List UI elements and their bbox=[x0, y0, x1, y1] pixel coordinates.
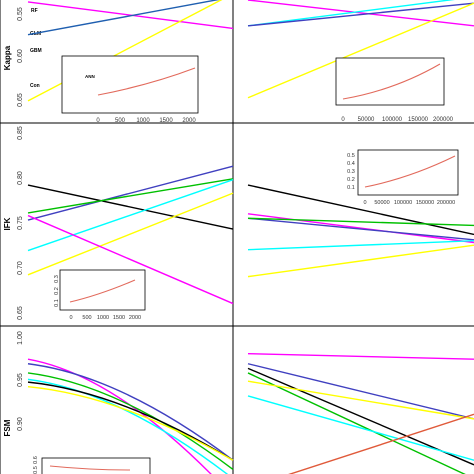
panel3-inset-ytick: 0.2 bbox=[54, 287, 60, 295]
panel2-inset-xtick: 100000 bbox=[382, 117, 403, 123]
panel2-series-line-1 bbox=[247, 0, 474, 27]
panel3-inset-xtick: 2000 bbox=[129, 315, 141, 321]
panel2-inset-xtick: 50000 bbox=[358, 117, 375, 123]
panel3-series-line-2 bbox=[27, 165, 234, 221]
panel6-series-line-3 bbox=[247, 367, 474, 466]
panel3-inset-ytick: 0.1 bbox=[54, 299, 60, 307]
panel3-inset-xtick: 500 bbox=[82, 315, 91, 321]
panel5-ytick-label: 0.90 bbox=[17, 417, 24, 431]
panel3-series-line-4 bbox=[27, 179, 234, 252]
panel2-series-line-2 bbox=[247, 0, 455, 27]
panel4-inset-ytick: 0.4 bbox=[347, 161, 355, 167]
panel3-inset-xtick: 1000 bbox=[97, 315, 109, 321]
panel3-series-line-5 bbox=[27, 192, 234, 276]
panel3-ytick-label: 0.70 bbox=[17, 261, 24, 275]
panel2-inset-frame bbox=[335, 57, 445, 106]
panel3-ytick-label: 0.80 bbox=[17, 171, 24, 185]
panel1-ytick-label: 0.55 bbox=[17, 7, 24, 21]
panel4-series-line-5 bbox=[247, 240, 474, 251]
panel1-ylabel: Kappa bbox=[3, 45, 12, 70]
panel4-series-line-3 bbox=[247, 217, 474, 241]
panel6-series-line-5 bbox=[247, 380, 474, 420]
series-label-rf: RF bbox=[31, 8, 38, 14]
panel3-ylabel: IFK bbox=[3, 217, 12, 230]
panel1-inset-xtick: 2000 bbox=[182, 118, 196, 124]
panel5-inset-ytick: 0.6 bbox=[33, 456, 39, 464]
panel4-inset-frame bbox=[357, 149, 459, 196]
panel4-inset-xtick: 0 bbox=[363, 200, 366, 206]
panel5-series-line-1 bbox=[27, 358, 212, 474]
panel1-ytick-label: 0.65 bbox=[17, 93, 24, 107]
panel5-ylabel: FSM bbox=[3, 419, 12, 436]
panel1-inset-xtick: 0 bbox=[96, 118, 100, 124]
panel4-inset-ytick: 0.1 bbox=[347, 185, 355, 191]
panel4-inset-ytick: 0.3 bbox=[347, 169, 355, 175]
panel4-series-line-1 bbox=[247, 184, 474, 236]
panel6-series-line-1 bbox=[247, 352, 474, 360]
panel4-series-line-4 bbox=[247, 217, 474, 227]
series-label-con: Con bbox=[30, 83, 40, 89]
panel6-series-line-2 bbox=[247, 363, 474, 420]
panel3-inset-ytick: 0.3 bbox=[54, 275, 60, 283]
series-layer bbox=[27, 0, 474, 474]
panel4-inset-curve bbox=[364, 155, 456, 188]
panel3-ytick-label: 0.75 bbox=[17, 216, 24, 230]
panel5-series-line-6 bbox=[27, 386, 234, 461]
panel2-inset-xtick: 0 bbox=[341, 117, 345, 123]
panel4-series-line-6 bbox=[247, 244, 474, 278]
panel3-series-line-6 bbox=[27, 214, 234, 305]
panel3-inset-frame bbox=[59, 269, 146, 311]
panel4-series-line-2 bbox=[247, 213, 474, 244]
panel3-series-line-1 bbox=[27, 184, 234, 230]
panel2-series-line-3 bbox=[247, 2, 474, 27]
panel6-series-line-6 bbox=[247, 395, 474, 461]
panel2-inset-curve bbox=[342, 63, 441, 100]
panel5-series-line-5 bbox=[27, 381, 234, 461]
panel3-ytick-label: 0.85 bbox=[17, 126, 24, 140]
panel6-series-line-7 bbox=[288, 413, 474, 474]
panel1-inset-xtick: 1500 bbox=[159, 118, 173, 124]
panel3-inset-xtick: 0 bbox=[69, 315, 72, 321]
panel1-inset-xtick: 500 bbox=[115, 118, 126, 124]
panel1-inset-frame bbox=[61, 55, 199, 114]
panel5-series-line-3 bbox=[27, 372, 234, 470]
panel5-inset-frame bbox=[41, 457, 151, 474]
panel3-inset-xtick: 1500 bbox=[113, 315, 125, 321]
panel4-inset-xtick: 50000 bbox=[374, 200, 389, 206]
panel4-inset-xtick: 100000 bbox=[394, 200, 412, 206]
panel1-series-line-2 bbox=[27, 0, 220, 36]
panel4-inset-ytick: 0.2 bbox=[347, 177, 355, 183]
panel5-inset-curve bbox=[49, 465, 131, 471]
series-label-gbm: GBM bbox=[30, 48, 42, 54]
panel2-inset-xtick: 200000 bbox=[433, 117, 454, 123]
panel2-series-line-4 bbox=[247, 2, 474, 99]
panel5-ytick-label: 1.00 bbox=[17, 331, 24, 345]
panel4-inset-ytick: 0.5 bbox=[347, 153, 355, 159]
panel4-inset-xtick: 150000 bbox=[416, 200, 434, 206]
panel1-inset-ann-curve bbox=[97, 67, 196, 96]
panel5-series-line-2 bbox=[27, 363, 234, 461]
panel1-inset-label: ANN bbox=[85, 74, 95, 79]
panel5-inset-ytick: 0.5 bbox=[33, 466, 39, 474]
panel5-ytick-label: 0.95 bbox=[17, 373, 24, 387]
panel4-inset-xtick: 200000 bbox=[437, 200, 455, 206]
panel1-inset-xtick: 1000 bbox=[136, 118, 150, 124]
panel2-inset-xtick: 150000 bbox=[408, 117, 429, 123]
panel1-ytick-label: 0.60 bbox=[17, 49, 24, 63]
panel3-series-line-3 bbox=[27, 178, 234, 214]
panel3-inset-curve bbox=[69, 279, 136, 303]
panel6-series-line-4 bbox=[247, 372, 466, 474]
panel3-ytick-label: 0.65 bbox=[17, 306, 24, 320]
